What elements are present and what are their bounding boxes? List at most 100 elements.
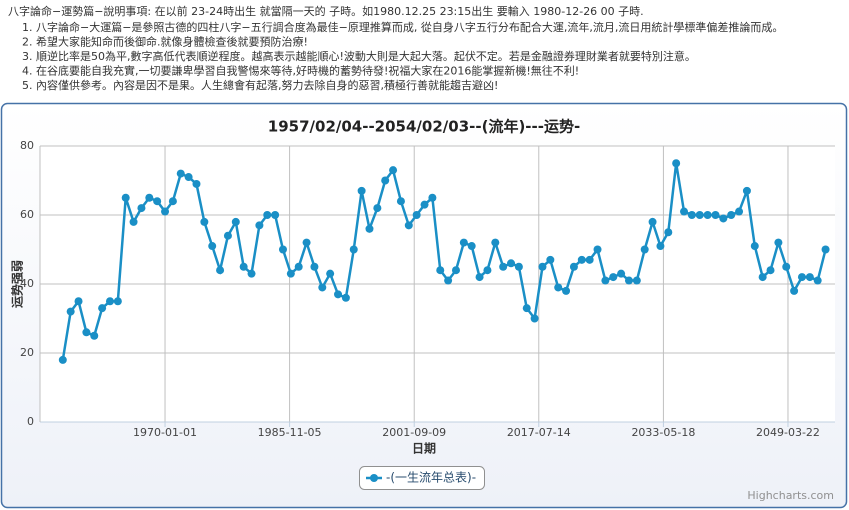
- point: [687, 211, 696, 219]
- point: [82, 328, 91, 337]
- point: [554, 283, 563, 292]
- point: [593, 245, 602, 254]
- point: [459, 238, 468, 247]
- point: [255, 221, 264, 230]
- point: [98, 304, 107, 313]
- point: [208, 242, 217, 251]
- x-tick-label: 2049-03-22: [756, 426, 820, 439]
- point: [491, 238, 500, 247]
- point: [326, 269, 335, 278]
- point: [239, 262, 248, 271]
- point: [648, 217, 657, 226]
- legend-marker: [370, 474, 378, 482]
- point: [735, 207, 744, 216]
- point: [546, 255, 555, 264]
- point: [105, 297, 114, 306]
- y-tick-label: 40: [20, 277, 34, 290]
- point: [475, 273, 484, 282]
- y-axis-label: 运势强弱: [10, 260, 25, 308]
- point: [365, 224, 374, 233]
- point: [349, 245, 358, 254]
- note-line: 5. 內容僅供參考。內容是因不是果。人生總會有起落,努力去除自身的惡習,積極行善…: [22, 78, 498, 92]
- point: [538, 262, 547, 271]
- legend-box: [359, 466, 485, 490]
- point: [656, 242, 665, 251]
- point: [66, 307, 75, 316]
- point: [444, 276, 453, 285]
- point: [200, 217, 209, 226]
- point: [703, 211, 712, 219]
- y-tick-label: 60: [20, 208, 34, 221]
- point: [695, 211, 704, 219]
- point: [577, 255, 586, 264]
- point: [467, 242, 476, 251]
- point: [90, 331, 99, 340]
- point: [176, 169, 185, 178]
- y-tick-label: 20: [20, 346, 34, 359]
- point: [436, 266, 445, 275]
- point: [161, 207, 170, 216]
- x-tick-label: 2017-07-14: [507, 426, 571, 439]
- point: [184, 173, 193, 182]
- note-line: 2. 希望大家能知命而後御命.就像身體檢查後就要預防治療!: [22, 35, 308, 49]
- y-tick-label: 0: [27, 415, 34, 428]
- point: [381, 176, 390, 185]
- point: [263, 211, 272, 219]
- point: [373, 204, 382, 213]
- point: [318, 283, 327, 292]
- point: [192, 179, 201, 188]
- point: [562, 286, 571, 295]
- point: [216, 266, 225, 275]
- point: [742, 186, 751, 195]
- point: [412, 211, 421, 219]
- point: [617, 269, 626, 278]
- point: [404, 221, 413, 230]
- point: [231, 217, 240, 226]
- point: [530, 314, 539, 323]
- point: [302, 238, 311, 247]
- point: [680, 207, 689, 216]
- point: [357, 186, 366, 195]
- x-axis-label: 日期: [412, 441, 436, 456]
- point: [137, 204, 146, 213]
- point: [797, 273, 806, 282]
- point: [782, 262, 791, 271]
- point: [483, 266, 492, 275]
- point: [286, 269, 295, 278]
- point: [396, 197, 405, 206]
- x-tick-label: 1970-01-01: [133, 426, 197, 439]
- point: [672, 159, 681, 168]
- point: [585, 255, 594, 264]
- note-line: 4. 在谷底要能自我充實,一切要謙卑學習自我警惕來等待,好時機的蓄勢待發!祝福大…: [22, 64, 579, 78]
- point: [58, 355, 67, 364]
- point: [711, 211, 720, 219]
- point: [727, 211, 736, 219]
- x-tick-label: 1985-11-05: [258, 426, 322, 439]
- point: [389, 166, 398, 175]
- note-line: 1. 八字論命−大運篇−是參照古德的四柱八字−五行調合度為最佳−原理推算而成, …: [22, 20, 783, 34]
- point: [310, 262, 319, 271]
- point: [766, 266, 775, 275]
- point: [821, 245, 830, 254]
- point: [750, 242, 759, 251]
- point: [113, 297, 122, 306]
- point: [247, 269, 256, 278]
- credits: Highcharts.com: [747, 489, 834, 502]
- point: [601, 276, 610, 285]
- legend-label: -(一生流年总表)-: [386, 471, 476, 485]
- point: [632, 276, 641, 285]
- note-line: 3. 順逆比率是50為平,數字高低代表順逆程度。越高表示越能順心!波動大則是大起…: [22, 49, 696, 63]
- chart-title: 1957/02/04--2054/02/03--(流年)---运势-: [268, 118, 580, 136]
- point: [145, 193, 154, 202]
- x-tick-label: 2033-05-18: [631, 426, 695, 439]
- point: [74, 297, 83, 306]
- notes-heading: 八字論命−運勢篇−說明事項: 在以前 23-24時出生 就當隔一天的 子時。如1…: [8, 4, 644, 18]
- point: [640, 245, 649, 254]
- point: [129, 217, 138, 226]
- legend[interactable]: -(一生流年总表)-: [359, 466, 485, 490]
- point: [334, 290, 343, 299]
- point: [271, 211, 280, 219]
- point: [813, 276, 822, 285]
